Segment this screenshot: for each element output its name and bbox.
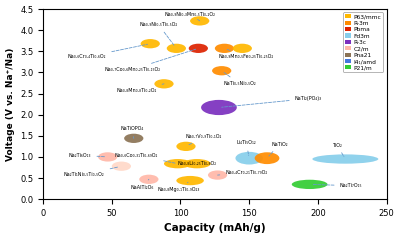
Text: Na₀.₇V₀.₉Ti₀.₁O₂: Na₀.₇V₀.₉Ti₀.₁O₂: [186, 134, 222, 145]
Text: Na₀.₄Cr₀.₂₁Ti₀.₇₉O₂: Na₀.₄Cr₀.₂₁Ti₀.₇₉O₂: [218, 170, 268, 175]
Ellipse shape: [176, 142, 196, 151]
Ellipse shape: [98, 152, 117, 162]
Ellipse shape: [236, 152, 263, 164]
Ellipse shape: [176, 176, 204, 185]
Ellipse shape: [164, 159, 192, 168]
Ellipse shape: [215, 44, 234, 53]
Text: Na₀.₆Cr₀.₄Ti₀.₆O₂: Na₀.₆Cr₀.₄Ti₀.₆O₂: [68, 44, 148, 59]
Text: NaTiO₂: NaTiO₂: [269, 142, 288, 156]
Text: Na₂Ti₇O₁₅: Na₂Ti₇O₁₅: [312, 183, 362, 188]
Text: NaAlTi₂O₆: NaAlTi₂O₆: [130, 179, 154, 190]
Ellipse shape: [154, 79, 174, 88]
Text: Na₀.₆Co₀.₃₁Ti₀.₆₉O₂: Na₀.₆Co₀.₃₁Ti₀.₆₉O₂: [115, 153, 175, 163]
Ellipse shape: [255, 152, 280, 164]
Ellipse shape: [139, 175, 158, 184]
Text: NaTi₀.₅Ni₀.₅O₂: NaTi₀.₅Ni₀.₅O₂: [223, 72, 256, 86]
Text: NaTiOPO₄: NaTiOPO₄: [121, 126, 144, 138]
Ellipse shape: [183, 159, 211, 168]
Ellipse shape: [167, 44, 186, 53]
Text: Na₂Ti₆O₁₃: Na₂Ti₆O₁₃: [69, 153, 105, 158]
Ellipse shape: [124, 134, 143, 143]
Ellipse shape: [233, 44, 252, 53]
Text: Na₀.₈Li₀.₂₅Ti₀.₈O₂: Na₀.₈Li₀.₂₅Ti₀.₈O₂: [178, 161, 216, 166]
Text: Na₀.₉Mn₀.₅Fe₀.₂₅Ti₀.₂₅O₂: Na₀.₉Mn₀.₅Fe₀.₂₅Ti₀.₂₅O₂: [219, 49, 274, 59]
Text: Na₀.₇Co₀.₆Mn₀.₂₅Ti₀.₁₅O₂: Na₀.₇Co₀.₆Mn₀.₂₅Ti₀.₁₅O₂: [104, 49, 196, 72]
Text: Na₀.₈Mg₀.₁Ti₀.₉O₂₃: Na₀.₈Mg₀.₁Ti₀.₉O₂₃: [158, 182, 200, 192]
Ellipse shape: [112, 162, 131, 171]
Ellipse shape: [201, 100, 237, 115]
Text: NaTi₂(PO₄)₃: NaTi₂(PO₄)₃: [222, 96, 322, 107]
Ellipse shape: [189, 44, 208, 53]
Ellipse shape: [212, 66, 231, 75]
Text: Na₂Ti₁Ni₀.₅Ti₀.₅O₂: Na₂Ti₁Ni₀.₅Ti₀.₅O₂: [64, 167, 119, 177]
Ellipse shape: [190, 16, 209, 26]
Text: Na₀.₉Ni₀.₃Mn₀.₅Ti₀.₂O₂: Na₀.₉Ni₀.₃Mn₀.₅Ti₀.₂O₂: [164, 12, 216, 21]
Text: Na₀.₉Ni₀.₅Ti₀.₅O₂: Na₀.₉Ni₀.₅Ti₀.₅O₂: [139, 22, 178, 46]
Ellipse shape: [312, 154, 378, 164]
Text: Na₀.₈Mn₀.₈Ti₀.₂O₂: Na₀.₈Mn₀.₈Ti₀.₂O₂: [116, 84, 164, 93]
X-axis label: Capacity (mAh/g): Capacity (mAh/g): [164, 223, 266, 234]
Text: TiO₂: TiO₂: [332, 143, 344, 157]
Ellipse shape: [292, 180, 328, 189]
Ellipse shape: [208, 170, 227, 180]
Legend: P63/mmc, R-3m, Pbma, Fd3m, R-3c, C2/m, Pna21, I4₁/amd, P21/m: P63/mmc, R-3m, Pbma, Fd3m, R-3c, C2/m, P…: [343, 12, 383, 72]
Ellipse shape: [141, 39, 160, 48]
Y-axis label: Voltage (V vs. Na⁺/Na): Voltage (V vs. Na⁺/Na): [6, 47, 14, 161]
Text: Li₄Ti₅O₁₂: Li₄Ti₅O₁₂: [236, 141, 256, 155]
